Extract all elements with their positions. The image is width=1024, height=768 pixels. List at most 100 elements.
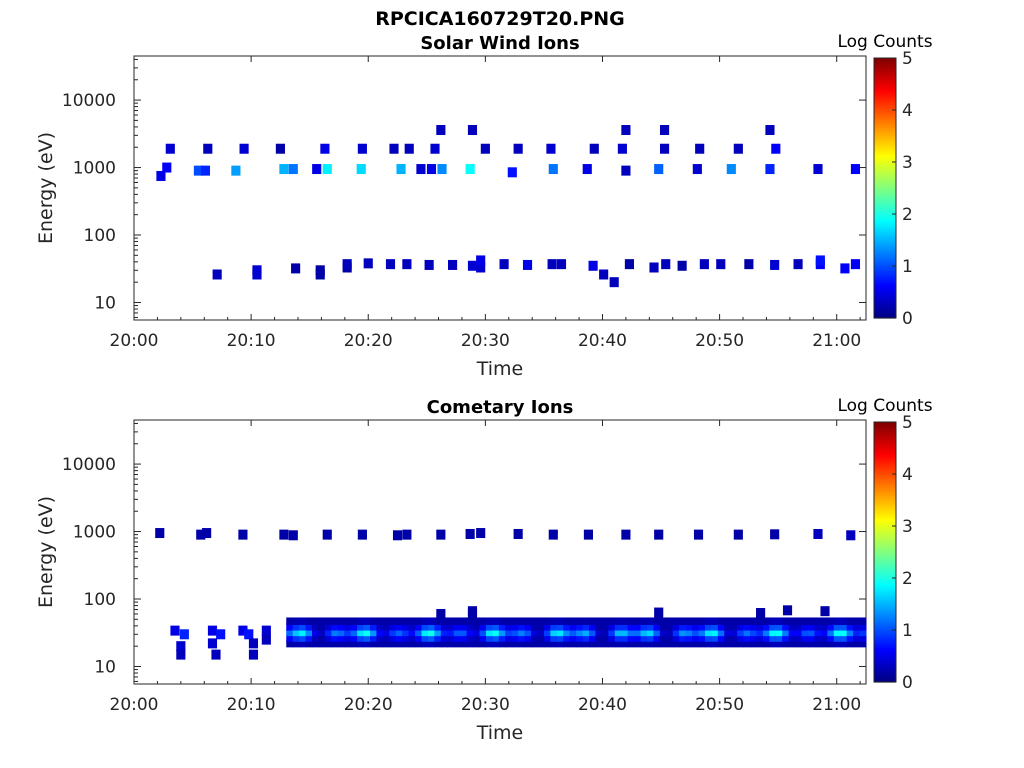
x-axis-label: Time <box>476 358 524 380</box>
colorbar-swatch <box>874 439 896 443</box>
colorbar-swatch <box>874 146 896 150</box>
heatmap-cell <box>853 628 861 637</box>
colorbar-swatch <box>874 105 896 109</box>
colorbar-swatch <box>874 261 896 265</box>
heatmap-cell <box>795 634 803 642</box>
heatmap-cell <box>666 617 674 625</box>
heatmap-cell <box>331 639 339 648</box>
heatmap-cell <box>634 628 642 637</box>
colorbar-swatch <box>874 660 896 664</box>
heatmap-cell <box>576 623 584 631</box>
heatmap-cell <box>808 639 815 648</box>
heatmap-cell <box>850 259 861 270</box>
heatmap-cell <box>589 143 599 154</box>
colorbar-swatch <box>874 610 896 614</box>
heatmap-cell <box>513 143 523 154</box>
heatmap-cell <box>679 639 687 648</box>
heatmap-cell <box>730 617 738 625</box>
heatmap-cell <box>589 634 596 642</box>
heatmap-cell <box>485 617 493 625</box>
colorbar-swatch <box>874 296 896 300</box>
heatmap-cell <box>402 628 410 637</box>
x-tick-label: 20:10 <box>227 695 276 715</box>
y-tick-label: 10000 <box>62 91 116 111</box>
heatmap-cell <box>369 623 377 631</box>
heatmap-cell <box>363 639 371 648</box>
heatmap-cell <box>244 629 254 640</box>
heatmap-cell <box>421 617 429 625</box>
heatmap-cell <box>782 605 793 616</box>
heatmap-cell <box>730 623 738 631</box>
colorbar-swatch <box>874 233 896 237</box>
heatmap-cell <box>859 623 867 631</box>
heatmap-cell <box>589 639 596 648</box>
heatmap-cell <box>537 628 545 637</box>
heatmap-cell <box>762 628 770 637</box>
y-tick-label: 1000 <box>73 159 116 179</box>
colorbar-swatch <box>874 426 896 430</box>
heatmap-cell <box>569 628 577 637</box>
colorbar-swatch <box>874 601 896 605</box>
heatmap-cell <box>601 639 609 648</box>
heatmap-cell <box>176 649 186 660</box>
heatmap-cell <box>279 529 289 540</box>
heatmap-cell <box>473 634 481 642</box>
heatmap-cell <box>743 617 751 625</box>
heatmap-cell <box>337 639 345 648</box>
heatmap-cell <box>369 617 377 625</box>
heatmap-cell <box>788 628 796 637</box>
colorbar-swatch <box>874 103 896 107</box>
heatmap-cell <box>252 265 262 276</box>
colorbar-swatch <box>874 201 896 204</box>
heatmap-cell <box>211 649 221 660</box>
colorbar-swatch <box>874 127 896 131</box>
colorbar-tick-label: 3 <box>902 517 913 537</box>
colorbar-swatch <box>874 630 896 633</box>
heatmap-cell <box>382 639 390 648</box>
colorbar-swatch <box>874 292 896 295</box>
heatmap-cell <box>737 628 745 637</box>
heatmap-cell <box>775 617 783 625</box>
heatmap-cell <box>179 629 189 640</box>
heatmap-cell <box>315 269 325 280</box>
heatmap-cell <box>627 634 635 642</box>
heatmap-cell <box>556 617 564 625</box>
heatmap-cell <box>576 639 584 648</box>
heatmap-cell <box>291 263 301 274</box>
heatmap-cell <box>467 125 478 136</box>
heatmap-cell <box>460 623 468 631</box>
colorbar-swatch <box>874 662 896 666</box>
colorbar-swatch <box>874 634 896 638</box>
heatmap-cell <box>522 259 533 270</box>
heatmap-cell <box>424 259 434 270</box>
heatmap-cell <box>505 639 513 648</box>
heatmap-cell <box>392 530 403 541</box>
colorbar-swatch <box>874 575 896 579</box>
colorbar-swatch <box>874 142 896 146</box>
colorbar-swatch <box>874 454 896 458</box>
panel-title: Solar Wind Ions <box>420 33 579 54</box>
heatmap-cell <box>599 269 609 280</box>
heatmap-cell <box>363 623 371 631</box>
heatmap-cell <box>692 628 700 637</box>
heatmap-cell <box>770 259 780 270</box>
heatmap-cell <box>196 529 206 540</box>
colorbar-swatch <box>874 131 896 135</box>
colorbar-swatch <box>874 422 896 425</box>
heatmap-cell <box>467 606 478 617</box>
heatmap-cell <box>436 608 446 619</box>
colorbar-swatch <box>874 597 896 601</box>
colorbar-swatch <box>874 656 896 659</box>
heatmap-cell <box>846 634 854 642</box>
colorbar-swatch <box>874 279 896 282</box>
heatmap-cell <box>498 639 506 648</box>
colorbar-swatch <box>874 617 896 620</box>
heatmap-cell <box>447 259 458 270</box>
heatmap-cell <box>318 634 326 642</box>
heatmap-cell <box>212 269 222 280</box>
heatmap-cell <box>165 143 175 154</box>
heatmap-cell <box>788 617 796 625</box>
heatmap-cell <box>465 164 475 175</box>
heatmap-cell <box>679 623 687 631</box>
